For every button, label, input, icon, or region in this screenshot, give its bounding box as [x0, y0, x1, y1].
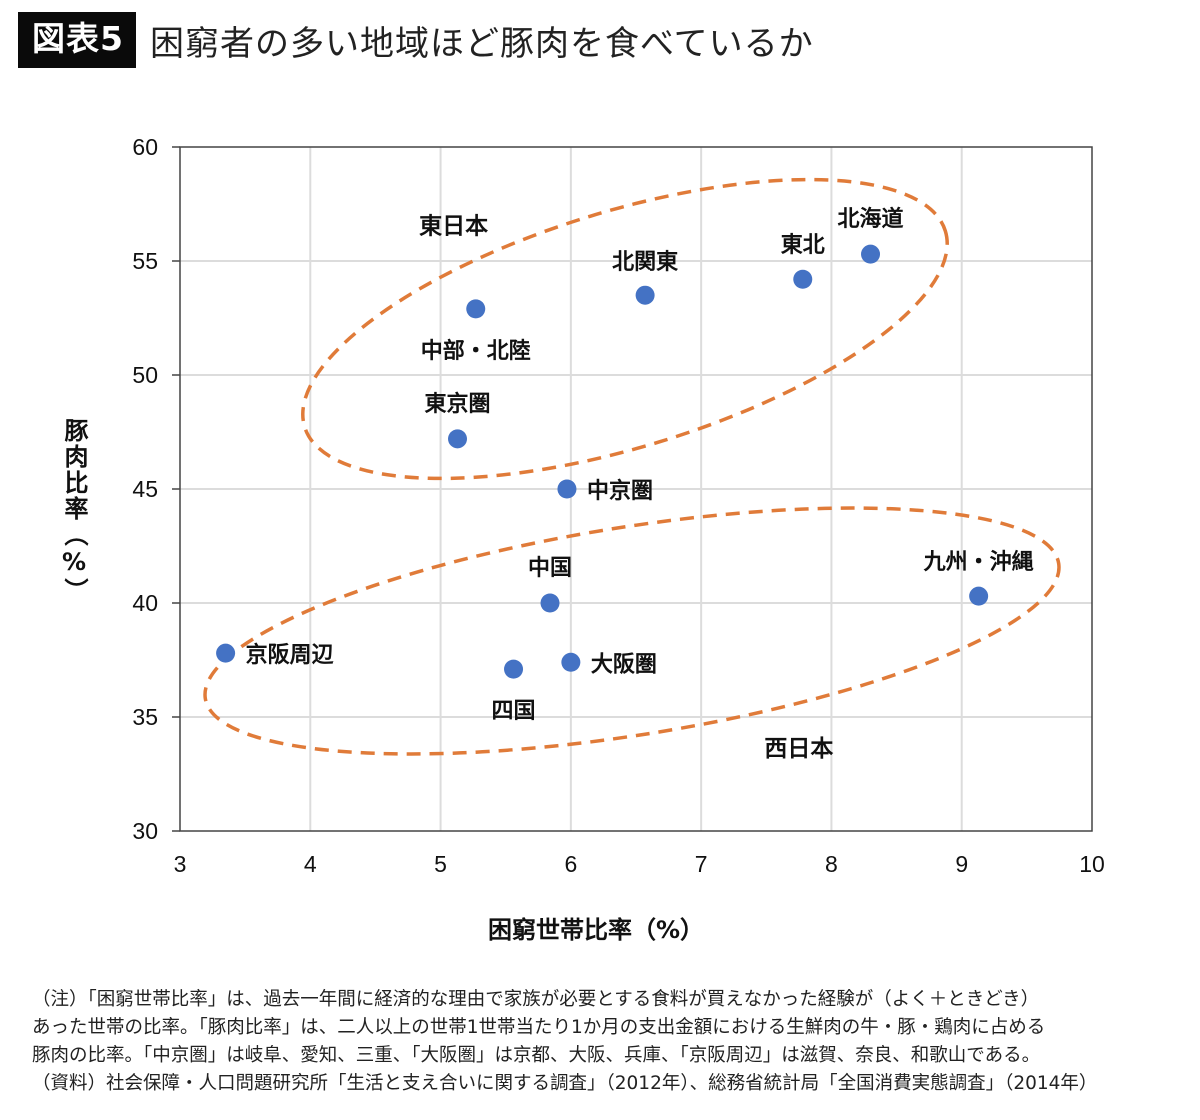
point-label: 四国 [492, 699, 536, 724]
axes [172, 146, 1093, 832]
x-tick-label: 9 [955, 851, 968, 877]
x-tick-label: 6 [564, 851, 577, 877]
y-tick-label: 30 [132, 818, 158, 844]
figure-header: 図表5 困窮者の多い地域ほど豚肉を食べているか [18, 12, 814, 68]
data-point [540, 593, 560, 613]
x-tick-label: 5 [434, 851, 447, 877]
y-tick-label: 55 [132, 248, 158, 274]
point-label: 中部・北陸 [421, 338, 531, 364]
data-point [969, 586, 989, 606]
y-tick-label: 60 [132, 134, 158, 160]
point-label: 東北 [781, 233, 825, 258]
point-label: 京阪周辺 [246, 642, 334, 668]
point-label: 中京圏 [587, 478, 653, 504]
data-point [504, 659, 524, 679]
data-point [448, 429, 468, 449]
x-tick-label: 7 [695, 851, 708, 877]
point-label: 中国 [528, 556, 572, 581]
y-tick-label: 35 [132, 704, 158, 730]
y-axis-label: 豚肉比率（%） [60, 418, 88, 604]
group-label: 東日本 [419, 214, 488, 240]
group-outline-west [203, 506, 1061, 756]
x-tick-label: 4 [304, 851, 317, 877]
data-point [216, 643, 236, 663]
grid-lines [180, 147, 1092, 831]
data-point [793, 269, 813, 289]
point-label: 東京圏 [425, 391, 491, 417]
point-label: 北海道 [838, 206, 904, 232]
data-point [466, 299, 486, 319]
y-tick-labels: 30 35 40 45 50 55 60 [132, 134, 158, 844]
figure-number-badge: 図表5 [18, 12, 136, 68]
chart-title: 困窮者の多い地域ほど豚肉を食べているか [149, 23, 814, 64]
note-line: （注）「困窮世帯比率」は、過去一年間に経済的な理由で家族が必要とする食料が買えな… [32, 989, 1040, 1010]
x-tick-labels: 3 4 5 6 7 8 9 10 [174, 851, 1105, 877]
x-tick-label: 10 [1079, 851, 1105, 877]
x-tick-label: 8 [825, 851, 838, 877]
y-tick-label: 50 [132, 362, 158, 388]
group-label: 西日本 [764, 736, 833, 762]
source-line: （資料）社会保障・人口問題研究所「生活と支え合いに関する調査」（2012年）、総… [32, 1073, 1098, 1094]
data-point [861, 244, 881, 264]
x-tick-label: 3 [174, 851, 187, 877]
x-axis-label: 困窮世帯比率（%） [488, 916, 704, 944]
group-outlines [203, 177, 1061, 756]
data-points [216, 244, 989, 679]
data-point [561, 652, 581, 672]
group-outline-east [301, 177, 949, 481]
point-label: 北関東 [612, 250, 678, 275]
note-line: 豚肉の比率。「中京圏」は岐阜、愛知、三重、「大阪圏」は京都、大阪、兵庫、「京阪周… [32, 1045, 1041, 1066]
y-tick-label: 40 [132, 590, 158, 616]
footnotes: （注）「困窮世帯比率」は、過去一年間に経済的な理由で家族が必要とする食料が買えな… [32, 986, 1192, 1098]
point-label: 九州・沖縄 [923, 550, 1034, 575]
y-tick-label: 45 [132, 476, 158, 502]
note-line: あった世帯の比率。「豚肉比率」は、二人以上の世帯1世帯当たり1か月の支出金額にお… [32, 1017, 1046, 1038]
data-point [557, 479, 577, 499]
data-point [635, 285, 655, 305]
point-label: 大阪圏 [591, 652, 657, 677]
